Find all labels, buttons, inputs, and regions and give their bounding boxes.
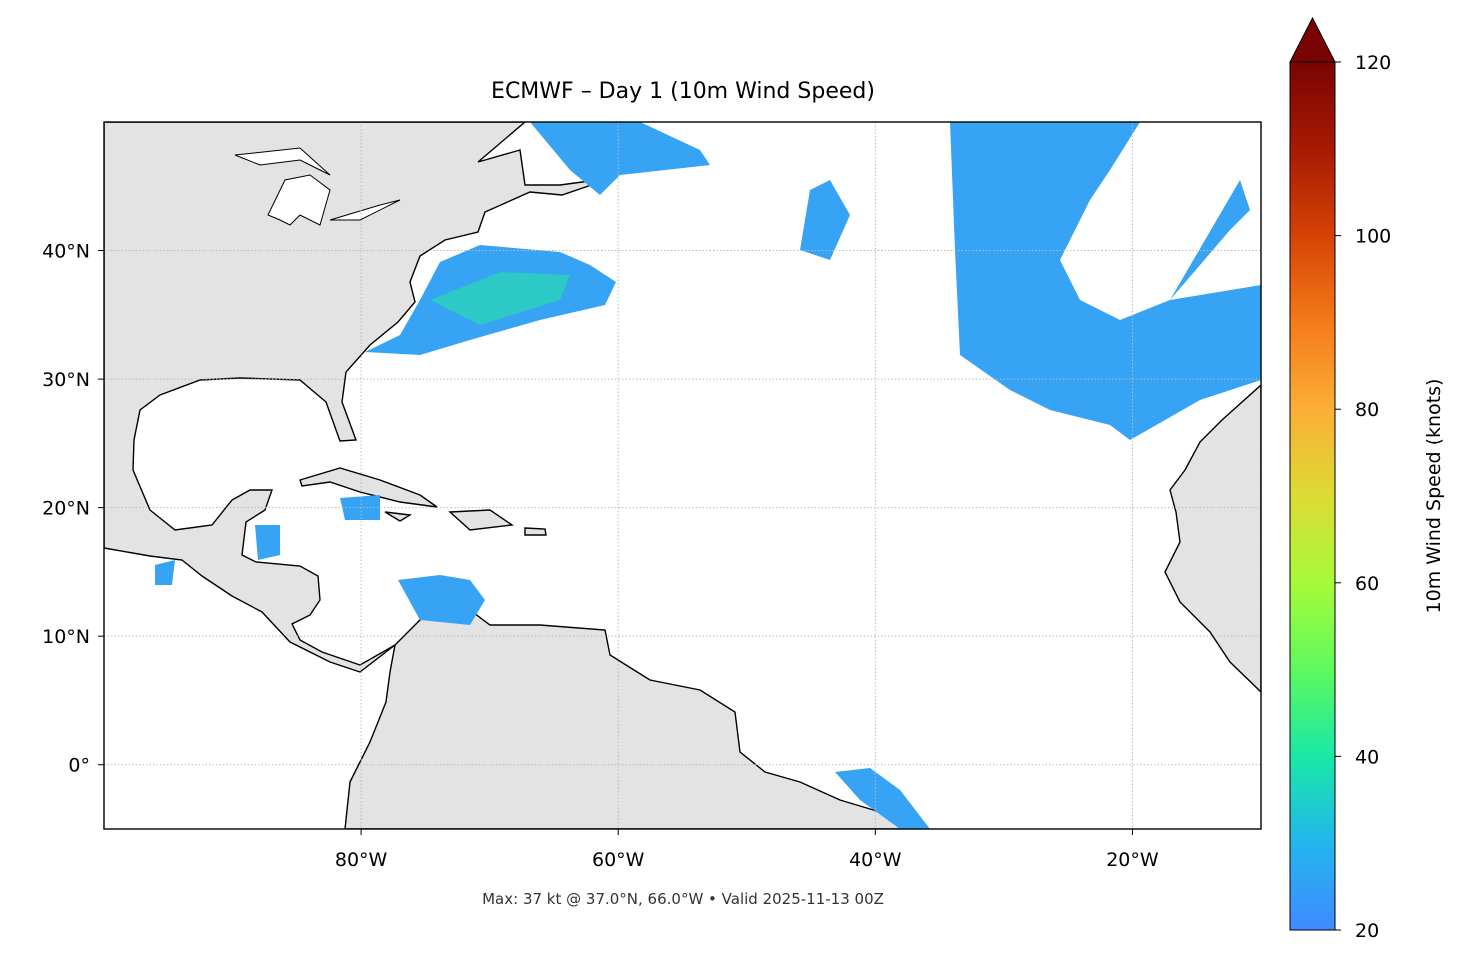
footer-note: Max: 37 kt @ 37.0°N, 66.0°W • Valid 2025… bbox=[482, 890, 884, 908]
colorbar-tick-label: 60 bbox=[1355, 573, 1379, 595]
grid bbox=[104, 122, 1261, 829]
land bbox=[104, 122, 1261, 829]
y-tick-label: 20°N bbox=[42, 498, 90, 520]
y-tick-label: 40°N bbox=[42, 241, 90, 263]
colorbar-tick-label: 100 bbox=[1355, 226, 1391, 248]
x-tick-label: 80°W bbox=[335, 849, 388, 871]
y-tick-label: 30°N bbox=[42, 369, 90, 391]
colorbar bbox=[1289, 61, 1336, 931]
colorbar-tick-label: 120 bbox=[1355, 52, 1391, 74]
colorbar-tick-label: 80 bbox=[1355, 399, 1379, 421]
colorbar-tick-label: 20 bbox=[1355, 920, 1379, 942]
x-tick-label: 20°W bbox=[1106, 849, 1159, 871]
y-tick-label: 0° bbox=[68, 755, 90, 777]
colorbar-tick-label: 40 bbox=[1355, 746, 1379, 768]
plot-frame bbox=[103, 121, 1262, 830]
x-tick-label: 40°W bbox=[849, 849, 902, 871]
wind-field bbox=[155, 122, 1261, 829]
x-tick-label: 60°W bbox=[592, 849, 645, 871]
y-tick-label: 10°N bbox=[42, 626, 90, 648]
chart-title: ECMWF – Day 1 (10m Wind Speed) bbox=[491, 79, 875, 104]
colorbar-extend bbox=[1289, 16, 1336, 63]
colorbar-label: 10m Wind Speed (knots) bbox=[1423, 379, 1445, 614]
map-layer bbox=[104, 122, 1261, 829]
